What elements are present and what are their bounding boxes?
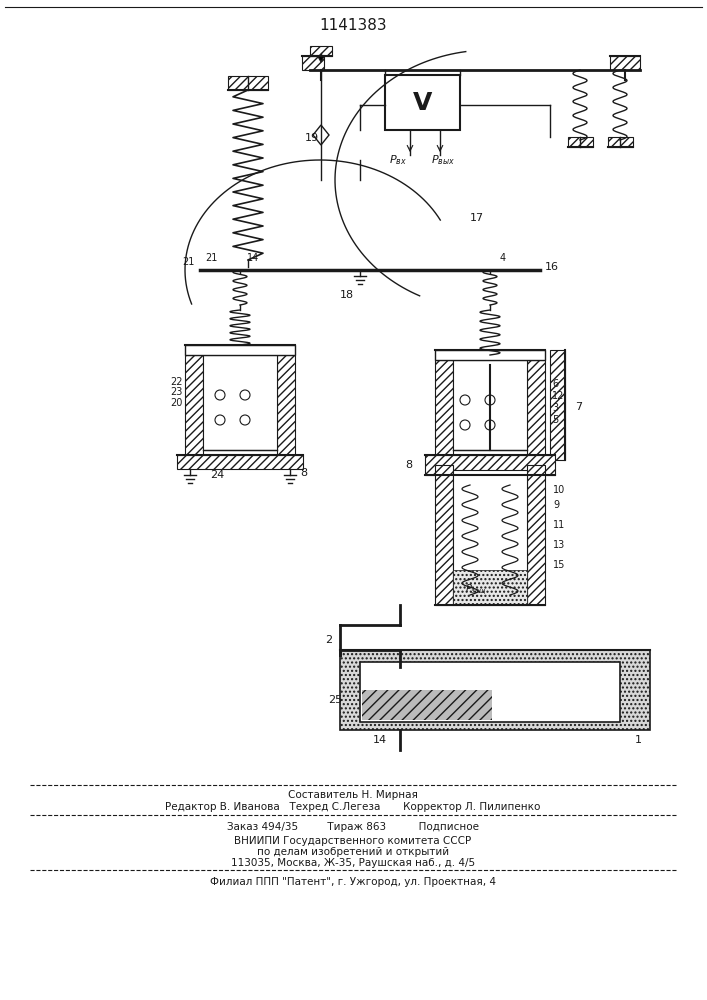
Text: 14: 14 — [247, 253, 259, 263]
Bar — [435, 360, 453, 455]
Text: 7: 7 — [575, 402, 582, 412]
Bar — [453, 360, 527, 450]
Bar — [425, 455, 555, 475]
Text: $P_{вх}$: $P_{вх}$ — [389, 153, 407, 167]
Text: 13: 13 — [553, 540, 566, 550]
Text: 17: 17 — [470, 213, 484, 223]
Bar — [453, 570, 527, 605]
Text: 3: 3 — [552, 403, 558, 413]
Bar — [185, 345, 295, 355]
Text: 20: 20 — [170, 398, 182, 408]
Text: 1: 1 — [635, 735, 642, 745]
Text: $P_{защ}$: $P_{защ}$ — [465, 583, 486, 597]
Text: 8: 8 — [405, 460, 412, 470]
Text: 6: 6 — [552, 379, 558, 389]
Bar — [435, 465, 453, 605]
Text: 22: 22 — [170, 377, 182, 387]
Bar — [360, 662, 620, 722]
Bar — [527, 360, 545, 455]
Polygon shape — [313, 125, 329, 145]
Text: 11: 11 — [553, 520, 566, 530]
Text: 113035, Москва, Ж-35, Раушская наб., д. 4/5: 113035, Москва, Ж-35, Раушская наб., д. … — [231, 858, 475, 868]
Text: Редактор В. Иванова   Техред С.Легеза       Корректор Л. Пилипенко: Редактор В. Иванова Техред С.Легеза Корр… — [165, 802, 541, 812]
Bar — [177, 455, 303, 469]
Bar — [362, 690, 492, 720]
Text: 10: 10 — [553, 485, 566, 495]
Text: V: V — [413, 91, 432, 114]
Text: Составитель Н. Мирная: Составитель Н. Мирная — [288, 790, 418, 800]
Text: $P_{вых}$: $P_{вых}$ — [431, 153, 455, 167]
Text: 18: 18 — [340, 290, 354, 300]
Text: 12: 12 — [552, 391, 564, 401]
Text: 19: 19 — [305, 133, 319, 143]
Bar — [568, 137, 593, 147]
Bar — [610, 56, 640, 70]
Bar — [550, 350, 565, 460]
Text: 23: 23 — [170, 387, 182, 397]
Bar — [385, 75, 460, 130]
Bar — [527, 465, 545, 605]
Bar — [608, 137, 633, 147]
Text: Заказ 494/35         Тираж 863          Подписное: Заказ 494/35 Тираж 863 Подписное — [227, 822, 479, 832]
Bar — [302, 56, 324, 70]
Bar — [203, 355, 277, 450]
Text: 16: 16 — [545, 262, 559, 272]
Text: 1141383: 1141383 — [319, 17, 387, 32]
Text: 8: 8 — [300, 468, 307, 478]
Bar — [277, 355, 295, 455]
Text: 4: 4 — [500, 253, 506, 263]
Text: 15: 15 — [553, 560, 566, 570]
Text: 21: 21 — [182, 257, 194, 267]
Bar — [185, 355, 203, 455]
Bar — [340, 650, 650, 730]
Text: по делам изобретений и открытий: по делам изобретений и открытий — [257, 847, 449, 857]
Bar — [453, 470, 527, 605]
Bar — [228, 76, 268, 90]
Bar — [435, 350, 545, 360]
Text: 9: 9 — [553, 500, 559, 510]
Text: 25: 25 — [328, 695, 342, 705]
Text: 5: 5 — [552, 415, 559, 425]
Text: 24: 24 — [210, 470, 224, 480]
Text: 21: 21 — [205, 253, 217, 263]
Text: Филиал ППП "Патент", г. Ужгород, ул. Проектная, 4: Филиал ППП "Патент", г. Ужгород, ул. Про… — [210, 877, 496, 887]
Polygon shape — [316, 53, 326, 62]
Text: ВНИИПИ Государственного комитета СССР: ВНИИПИ Государственного комитета СССР — [235, 836, 472, 846]
Text: 14: 14 — [373, 735, 387, 745]
Bar — [310, 46, 332, 56]
Text: 2: 2 — [325, 635, 332, 645]
